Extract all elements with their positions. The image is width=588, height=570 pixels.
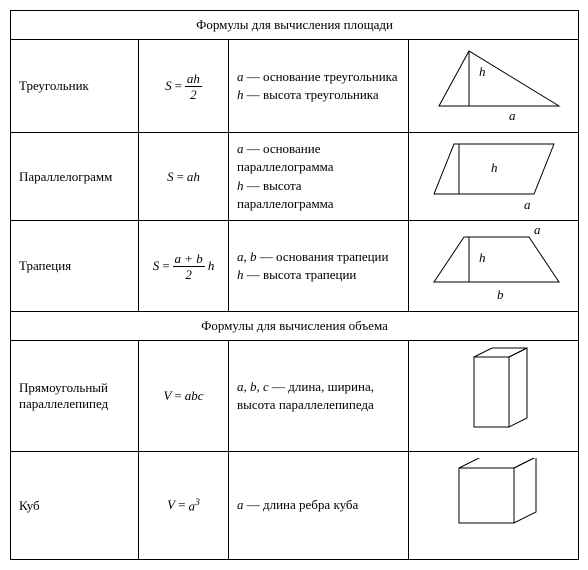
trapezoid-svg: h a b [419, 227, 569, 305]
section-area-title: Формулы для вычисления площади [11, 11, 579, 40]
trapezoid-shape [434, 237, 559, 282]
row-cuboid: Прямоугольный параллелепипед V = abc a, … [11, 341, 579, 452]
triangle-diagram: h a [409, 40, 579, 133]
desc-h-text: — высота параллелограмма [237, 178, 334, 211]
trapezoid-desc: a, b — основания трапеции h — высота тра… [229, 221, 409, 312]
desc-h-text: — высота трапеции [244, 267, 357, 282]
parallelogram-svg: h a [419, 139, 569, 214]
row-trapezoid: Трапеция S = a + b 2 h a, b — основания … [11, 221, 579, 312]
trapezoid-label-b: b [497, 287, 504, 302]
parallelogram-desc: a — основание параллелограмма h — высота… [229, 133, 409, 221]
cube-desc: a — длина ребра куба [229, 452, 409, 560]
formula-eq: = [162, 258, 169, 274]
desc-a-text: — основание треугольника [244, 69, 398, 84]
formula-base: a3 [188, 497, 199, 514]
section-volume-title: Формулы для вычисления объема [11, 312, 579, 341]
formula-lhs: S [167, 169, 174, 185]
cube-diagram [409, 452, 579, 560]
cuboid-desc: a, b, c — длина, ширина, высота параллел… [229, 341, 409, 452]
trapezoid-formula: S = a + b 2 h [139, 221, 229, 312]
formula-lhs: V [167, 497, 175, 513]
desc-a-text: — основание параллелограмма [237, 141, 334, 174]
triangle-label-h: h [479, 64, 486, 79]
cube-shape [459, 458, 536, 523]
formula-tail: h [208, 258, 215, 274]
frac-den: 2 [185, 87, 202, 101]
formula-fraction: ah 2 [185, 72, 202, 101]
row-triangle: Треугольник S = ah 2 a — основание треуг… [11, 40, 579, 133]
row-cube: Куб V = a3 a — длина ребра куба [11, 452, 579, 560]
triangle-name: Треугольник [11, 40, 139, 133]
trapezoid-label-h: h [479, 250, 486, 265]
formula-fraction: a + b 2 [173, 252, 205, 281]
parallelogram-formula: S = ah [139, 133, 229, 221]
cuboid-svg [419, 347, 569, 445]
cuboid-shape [474, 348, 527, 427]
cube-svg [419, 458, 569, 553]
formula-eq: = [174, 388, 181, 404]
section-header-row: Формулы для вычисления объема [11, 312, 579, 341]
cube-name: Куб [11, 452, 139, 560]
parallelogram-name: Параллелограмм [11, 133, 139, 221]
triangle-svg: h a [419, 46, 569, 126]
formula-lhs: S [153, 258, 160, 274]
trapezoid-label-a: a [534, 227, 541, 237]
cube-formula: V = a3 [139, 452, 229, 560]
desc-ab-text: — основания трапеции [257, 249, 389, 264]
trapezoid-name: Трапеция [11, 221, 139, 312]
triangle-shape [439, 51, 559, 106]
var-ab: a, b [237, 249, 257, 264]
frac-num: ah [185, 72, 202, 87]
formula-lhs: S [165, 78, 172, 94]
parallelogram-label-h: h [491, 160, 498, 175]
desc-a-text: — длина ребра куба [244, 497, 359, 512]
triangle-formula: S = ah 2 [139, 40, 229, 133]
formula-rhs: ah [187, 169, 200, 185]
formula-eq: = [175, 78, 182, 94]
formula-eq: = [177, 169, 184, 185]
parallelogram-label-a: a [524, 197, 531, 212]
var-abc: a, b, c [237, 379, 269, 394]
cuboid-formula: V = abc [139, 341, 229, 452]
row-parallelogram: Параллелограмм S = ah a — основание пара… [11, 133, 579, 221]
parallelogram-diagram: h a [409, 133, 579, 221]
desc-h-text: — высота треугольника [244, 87, 379, 102]
triangle-desc: a — основание треугольника h — высота тр… [229, 40, 409, 133]
formula-table: Формулы для вычисления площади Треугольн… [10, 10, 579, 560]
formula-lhs: V [163, 388, 171, 404]
frac-num: a + b [173, 252, 205, 267]
triangle-label-a: a [509, 108, 516, 123]
cuboid-name: Прямоугольный параллелепипед [11, 341, 139, 452]
cuboid-diagram [409, 341, 579, 452]
section-header-row: Формулы для вычисления площади [11, 11, 579, 40]
formula-exp: 3 [195, 497, 200, 508]
trapezoid-diagram: h a b [409, 221, 579, 312]
frac-den: 2 [173, 267, 205, 281]
formula-rhs: abc [185, 388, 204, 404]
formula-eq: = [178, 497, 185, 513]
